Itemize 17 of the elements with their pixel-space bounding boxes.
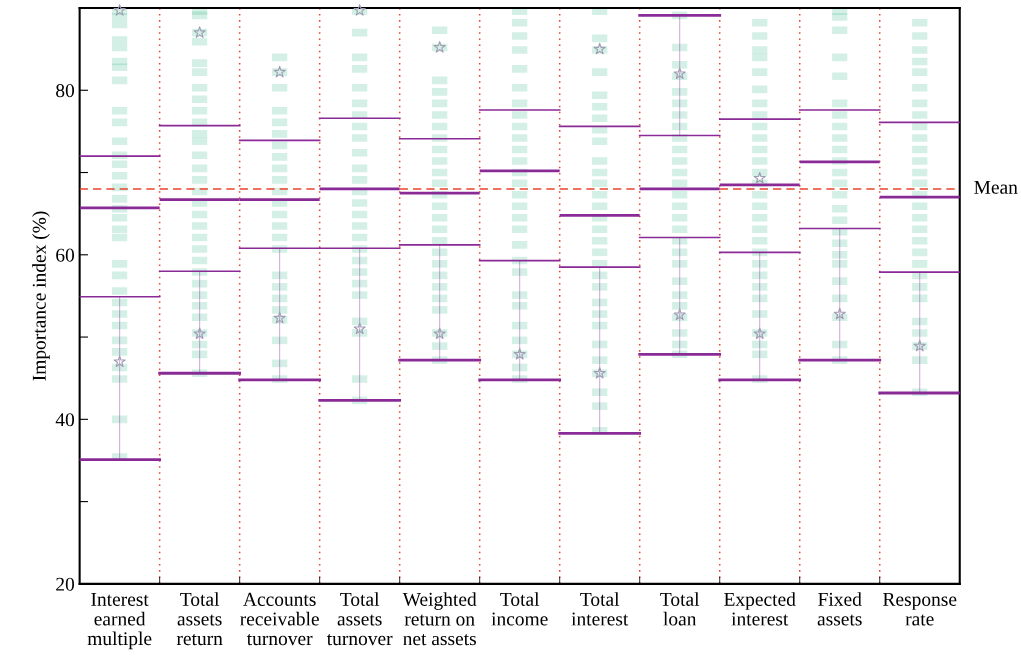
x-tick-label: Response rate bbox=[883, 592, 957, 626]
y-tick-label: 60 bbox=[56, 248, 75, 262]
x-tick-label: Total interest bbox=[571, 592, 629, 626]
x-tick-label: Accounts receivable turnover bbox=[240, 592, 319, 646]
x-tick-label: Interest earned multiple bbox=[87, 592, 152, 650]
y-tick-label: 80 bbox=[56, 84, 75, 98]
y-axis-title: Importance index (%) bbox=[32, 211, 50, 381]
x-tick-label: Fixed assets bbox=[817, 592, 862, 626]
y-tick-label: 40 bbox=[55, 413, 75, 427]
x-tick-label: Total income bbox=[491, 592, 548, 626]
x-tick-label: Total assets turnover bbox=[326, 592, 393, 646]
ref-line-label: Mean bbox=[974, 180, 1018, 194]
x-tick-label: Total loan bbox=[660, 592, 700, 626]
x-tick-label: Total assets return bbox=[176, 592, 223, 646]
x-tick-label: Weighted return on net assets bbox=[402, 592, 477, 646]
y-tick-label: 20 bbox=[56, 577, 75, 591]
x-tick-label: Expected interest bbox=[724, 592, 796, 626]
